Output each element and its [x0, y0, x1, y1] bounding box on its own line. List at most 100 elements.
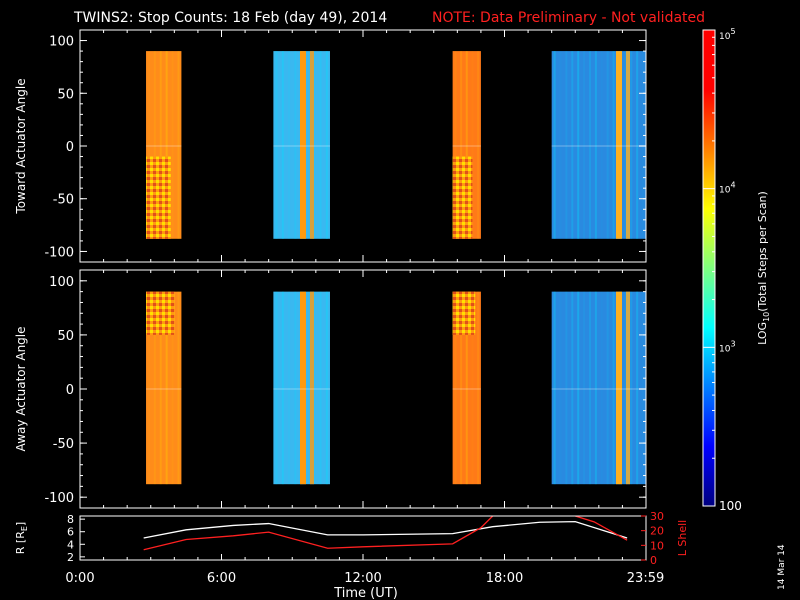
y-tick-label: -50: [53, 437, 74, 452]
y-right-tick-label: 0: [650, 554, 657, 567]
y-tick-label: 0: [66, 140, 74, 155]
y-left-axis-label: R [RE]: [14, 522, 29, 554]
scan-block: [452, 291, 481, 485]
scan-streak: [153, 51, 156, 239]
scan-streak: [313, 291, 316, 485]
scan-edge-band: [309, 51, 314, 239]
x-tick-label: 23:59: [627, 571, 664, 586]
y-left-tick-label: 2: [67, 551, 74, 564]
scan-streak: [460, 51, 463, 239]
scan-streak: [630, 51, 633, 239]
zero-angle-stripe: [551, 388, 646, 390]
scan-streak: [471, 51, 474, 239]
y-tick-label: 50: [57, 329, 74, 344]
scan-streak: [325, 51, 328, 239]
scan-streak: [577, 51, 580, 239]
scan-streak: [165, 51, 168, 239]
panel-frame: [79, 515, 647, 561]
colorbar-tick-label: 105: [719, 27, 736, 42]
scan-streak: [588, 291, 591, 485]
scan-streak: [606, 51, 609, 239]
scan-block: [146, 51, 182, 239]
scan-block: [273, 291, 330, 485]
scan-streak: [636, 291, 639, 485]
zero-angle-stripe: [551, 145, 646, 147]
scan-streak: [159, 51, 162, 239]
scan-edge-band: [616, 51, 622, 239]
scan-streak: [159, 291, 162, 485]
zero-angle-stripe: [452, 388, 481, 390]
scan-streak: [630, 291, 633, 485]
scan-streak: [471, 291, 474, 485]
scan-streak: [624, 291, 627, 485]
scan-checker-pattern: [146, 291, 175, 335]
scan-block: [273, 51, 330, 239]
scan-streak: [477, 51, 480, 239]
r-series-line: [143, 521, 628, 539]
y-left-tick-label: 4: [67, 538, 74, 551]
scan-checker-pattern: [452, 156, 473, 239]
scan-checker-pattern: [146, 156, 171, 239]
scan-streak: [325, 291, 328, 485]
scan-streak: [624, 51, 627, 239]
scan-streak: [565, 291, 568, 485]
y-right-tick-label: 30: [650, 510, 664, 523]
scan-streak: [642, 291, 645, 485]
scan-streak: [306, 51, 309, 239]
x-tick-label: 6:00: [207, 571, 236, 586]
scan-edge-band: [626, 291, 630, 485]
scan-edge-band: [626, 51, 630, 239]
scan-streak: [465, 291, 468, 485]
scan-streak: [171, 291, 174, 485]
scan-edge-band: [299, 291, 306, 485]
scan-streak: [571, 291, 574, 485]
y-tick-label: 0: [66, 383, 74, 398]
colorbar: 105 104 103 100 LOG10(Total Steps per Scan): [702, 27, 771, 513]
x-axis-label: Time (UT): [333, 586, 398, 600]
scan-streak: [177, 51, 180, 239]
scan-streak: [177, 291, 180, 485]
scan-streak: [171, 51, 174, 239]
scan-streak: [642, 51, 645, 239]
scan-streak: [606, 291, 609, 485]
scan-streak: [588, 51, 591, 239]
scan-block: [551, 51, 646, 239]
y-tick-label: -100: [44, 491, 74, 506]
scan-streak: [275, 291, 278, 485]
scan-streak: [583, 51, 586, 239]
zero-angle-stripe: [273, 388, 330, 390]
away-angle-panel: 100 50 0 -50 -100 Away Actuator Angle: [14, 269, 647, 509]
scan-streak: [600, 51, 603, 239]
scan-block: [551, 291, 646, 485]
scan-streak: [281, 51, 284, 239]
scan-streak: [281, 291, 284, 485]
scan-streak: [477, 291, 480, 485]
scan-fill: [551, 51, 646, 239]
scan-streak: [165, 291, 168, 485]
x-tick-label: 18:00: [486, 571, 523, 586]
colorbar-tick-label: 104: [719, 181, 736, 196]
scan-streak: [288, 51, 291, 239]
scan-streak: [454, 51, 457, 239]
scan-streak: [594, 51, 597, 239]
scan-streak: [294, 51, 297, 239]
scan-edge-band: [309, 291, 314, 485]
y-right-tick-label: 10: [650, 539, 664, 552]
scan-edge-band: [299, 51, 306, 239]
x-tick-label: 12:00: [344, 571, 381, 586]
figure-title: TWINS2: Stop Counts: 18 Feb (day 49), 20…: [73, 10, 387, 26]
y-left-tick-label: 8: [67, 513, 74, 526]
scan-streak: [583, 291, 586, 485]
zero-angle-stripe: [146, 388, 182, 390]
y-tick-label: 100: [49, 35, 74, 50]
scan-streak: [465, 51, 468, 239]
scan-streak: [612, 291, 615, 485]
scan-block: [452, 51, 481, 239]
scan-streak: [288, 291, 291, 485]
x-tick-label: 0:00: [65, 571, 94, 586]
scan-streak: [594, 291, 597, 485]
zero-angle-stripe: [452, 145, 481, 147]
y-axis-label: Toward Actuator Angle: [14, 78, 28, 214]
y-tick-label: 50: [57, 87, 74, 102]
